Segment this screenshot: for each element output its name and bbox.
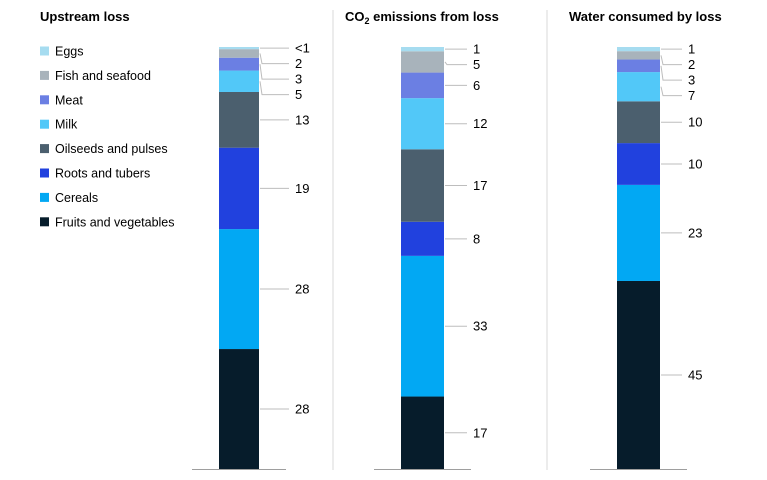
legend-label-milk: Milk xyxy=(55,118,78,132)
data-label-milk: 5 xyxy=(295,87,302,102)
data-label-eggs: 1 xyxy=(688,42,695,57)
legend-label-fruits-and-vegetables: Fruits and vegetables xyxy=(55,215,175,229)
leader-line xyxy=(660,55,682,66)
data-label-meat: 3 xyxy=(688,73,695,88)
legend-swatch-fish-and-seafood xyxy=(40,70,49,80)
bar-segment-roots-and-tubers xyxy=(617,143,660,185)
data-label-milk: 12 xyxy=(473,116,487,131)
legend: Eggs Fish and seafood Meat Milk Oilseeds and… xyxy=(40,45,175,229)
data-label-milk: 7 xyxy=(688,88,695,103)
panel-title: Water consumed by loss xyxy=(569,9,722,24)
bar-segment-eggs xyxy=(617,47,660,52)
leader-line xyxy=(660,65,682,81)
leader-line xyxy=(259,64,289,80)
bar-segment-oilseeds-and-pulses xyxy=(401,149,444,222)
data-label-oilseeds-and-pulses: 10 xyxy=(688,115,702,130)
legend-swatch-cereals xyxy=(40,192,49,202)
bar-segment-roots-and-tubers xyxy=(401,221,444,256)
data-label-cereals: 33 xyxy=(473,319,487,334)
data-label-fish-and-seafood: 2 xyxy=(295,56,302,71)
bar-segment-fish-and-seafood xyxy=(617,51,660,60)
data-label-oilseeds-and-pulses: 17 xyxy=(473,178,487,193)
data-label-eggs: 1 xyxy=(473,42,480,57)
legend-swatch-milk xyxy=(40,119,49,129)
bar-segment-fruits-and-vegetables xyxy=(617,280,660,469)
legend-label-roots-and-tubers: Roots and tubers xyxy=(55,167,150,181)
bar-segment-milk xyxy=(219,70,259,92)
bar-segment-roots-and-tubers xyxy=(219,147,259,230)
bar-segment-fruits-and-vegetables xyxy=(401,396,444,469)
data-label-fruits-and-vegetables: 17 xyxy=(473,425,487,440)
data-label-cereals: 28 xyxy=(295,282,309,297)
bar-segment-milk xyxy=(617,72,660,102)
bar-segment-fish-and-seafood xyxy=(401,51,444,73)
bar-segment-cereals xyxy=(219,229,259,350)
bar-segment-fruits-and-vegetables xyxy=(219,349,259,469)
data-label-cereals: 23 xyxy=(688,225,702,240)
legend-swatch-meat xyxy=(40,95,49,105)
data-label-fruits-and-vegetables: 28 xyxy=(295,402,309,417)
data-label-fish-and-seafood: 5 xyxy=(473,57,480,72)
bar-segment-cereals xyxy=(617,184,660,281)
legend-label-eggs: Eggs xyxy=(55,45,84,59)
legend-swatch-eggs xyxy=(40,46,49,56)
bar-segment-milk xyxy=(401,98,444,150)
data-label-meat: 3 xyxy=(295,72,302,87)
bar-segment-oilseeds-and-pulses xyxy=(219,91,259,148)
data-label-roots-and-tubers: 10 xyxy=(688,156,702,171)
legend-swatch-oilseeds-and-pulses xyxy=(40,144,49,154)
legend-swatch-fruits-and-vegetables xyxy=(40,217,49,227)
data-label-roots-and-tubers: 19 xyxy=(295,181,309,196)
leader-line xyxy=(444,61,467,66)
panel-title: Upstream loss xyxy=(40,9,130,24)
leader-line xyxy=(259,53,289,65)
leader-line xyxy=(660,86,682,97)
legend-label-meat: Meat xyxy=(55,93,83,107)
legend-label-cereals: Cereals xyxy=(55,191,98,205)
data-label-fish-and-seafood: 2 xyxy=(688,57,695,72)
bar-segment-fish-and-seafood xyxy=(219,49,259,58)
bar-segment-meat xyxy=(617,59,660,73)
bar-segment-meat xyxy=(401,72,444,99)
panel-co2-emissions-from-loss: CO2 emissions from loss 15 6 12 17 8 33 17 xyxy=(345,9,499,470)
legend-label-oilseeds-and-pulses: Oilseeds and pulses xyxy=(55,142,168,156)
legend-swatch-roots-and-tubers xyxy=(40,168,49,178)
panel-title: CO2 emissions from loss xyxy=(345,9,499,26)
data-label-fruits-and-vegetables: 45 xyxy=(688,367,702,382)
bar-segment-cereals xyxy=(401,255,444,397)
data-label-oilseeds-and-pulses: 13 xyxy=(295,112,309,127)
bar-segment-eggs xyxy=(219,47,259,50)
leader-line xyxy=(259,81,289,96)
legend-label-fish-and-seafood: Fish and seafood xyxy=(55,69,151,83)
bar-segment-oilseeds-and-pulses xyxy=(617,101,660,144)
data-label-roots-and-tubers: 8 xyxy=(473,231,480,246)
data-label-meat: 6 xyxy=(473,78,480,93)
data-label-eggs: <1 xyxy=(295,41,310,56)
bar-segment-eggs xyxy=(401,47,444,52)
bar-segment-meat xyxy=(219,57,259,71)
